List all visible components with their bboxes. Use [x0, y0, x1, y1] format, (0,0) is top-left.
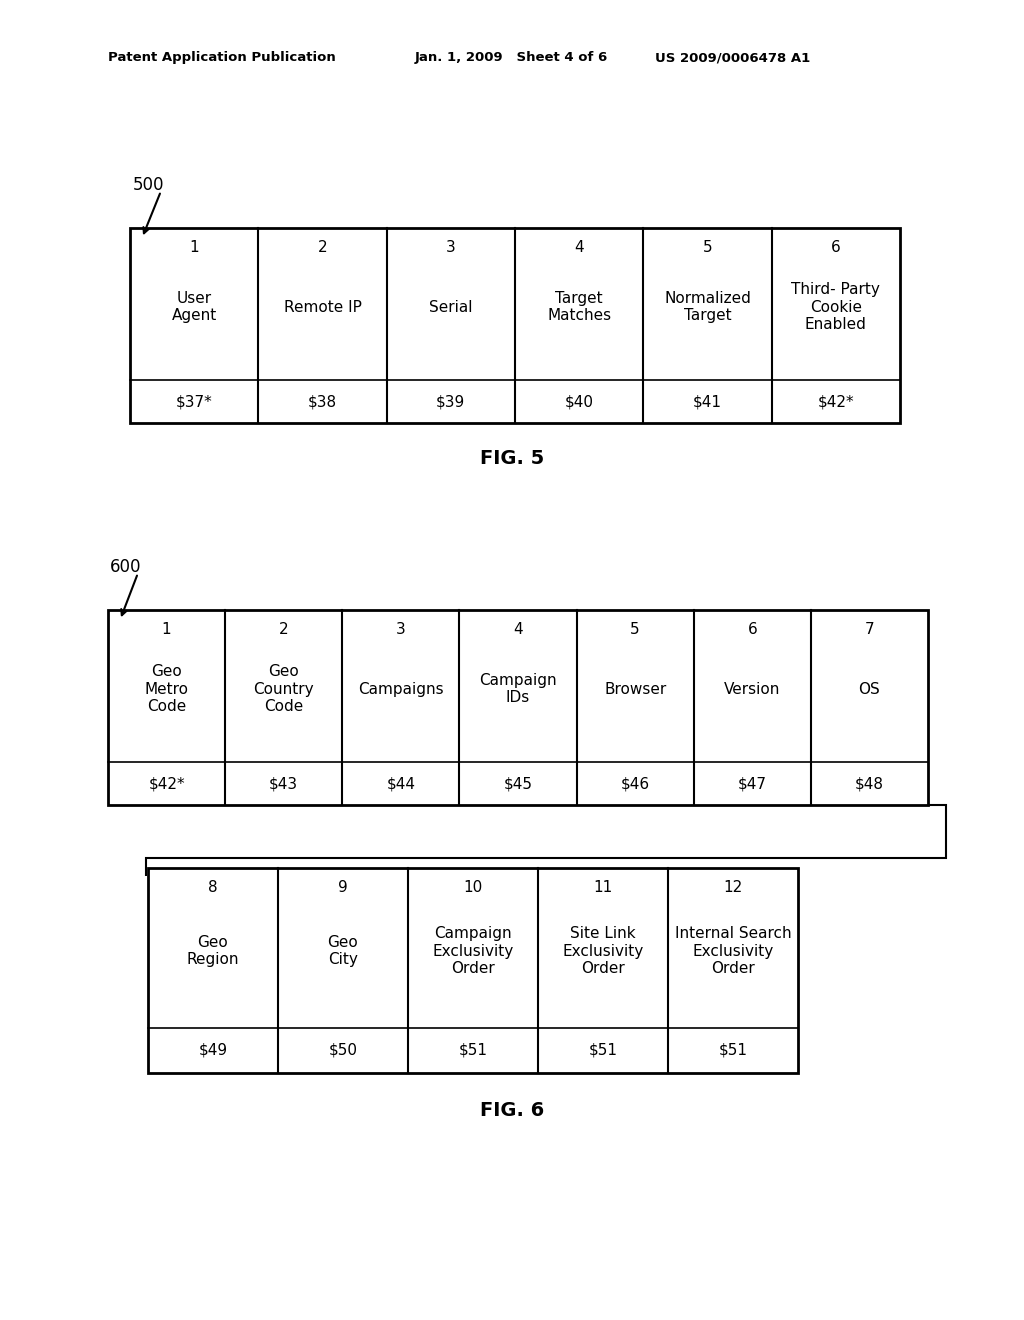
Text: US 2009/0006478 A1: US 2009/0006478 A1 — [655, 51, 810, 65]
Text: $44: $44 — [386, 776, 416, 791]
Text: 3: 3 — [396, 622, 406, 638]
Text: 7: 7 — [864, 622, 874, 638]
Text: $42*: $42* — [817, 395, 854, 409]
Bar — [148, 869, 798, 1073]
Text: 9: 9 — [338, 880, 348, 895]
Text: $41: $41 — [693, 395, 722, 409]
Text: $51: $51 — [589, 1043, 617, 1057]
Text: 12: 12 — [723, 880, 742, 895]
Text: Serial: Serial — [429, 300, 473, 314]
Text: Campaign
Exclusivity
Order: Campaign Exclusivity Order — [432, 927, 514, 975]
Text: OS: OS — [858, 681, 881, 697]
Text: Campaigns: Campaigns — [358, 681, 443, 697]
Text: Site Link
Exclusivity
Order: Site Link Exclusivity Order — [562, 927, 644, 975]
Text: $48: $48 — [855, 776, 884, 791]
Text: 5: 5 — [631, 622, 640, 638]
Text: $51: $51 — [459, 1043, 487, 1057]
Text: 5: 5 — [702, 240, 713, 255]
Text: $51: $51 — [719, 1043, 748, 1057]
Text: Version: Version — [724, 681, 780, 697]
Text: 4: 4 — [574, 240, 584, 255]
Text: Geo
Country
Code: Geo Country Code — [253, 664, 314, 714]
Text: FIG. 6: FIG. 6 — [480, 1101, 544, 1121]
Text: Geo
City: Geo City — [328, 935, 358, 968]
Text: $45: $45 — [504, 776, 532, 791]
Text: $39: $39 — [436, 395, 466, 409]
Text: $46: $46 — [621, 776, 649, 791]
Text: 1: 1 — [189, 240, 199, 255]
Bar — [108, 610, 928, 805]
Text: $47: $47 — [737, 776, 767, 791]
Text: 10: 10 — [464, 880, 482, 895]
Text: 2: 2 — [279, 622, 289, 638]
Text: User
Agent: User Agent — [172, 290, 217, 323]
Text: FIG. 5: FIG. 5 — [480, 449, 544, 467]
Text: 500: 500 — [133, 176, 165, 194]
Text: 8: 8 — [208, 880, 218, 895]
Text: Patent Application Publication: Patent Application Publication — [108, 51, 336, 65]
Text: 4: 4 — [513, 622, 523, 638]
Text: 11: 11 — [593, 880, 612, 895]
Text: $42*: $42* — [148, 776, 185, 791]
Text: $37*: $37* — [176, 395, 213, 409]
Text: $40: $40 — [564, 395, 594, 409]
Bar — [130, 228, 900, 422]
Text: Jan. 1, 2009   Sheet 4 of 6: Jan. 1, 2009 Sheet 4 of 6 — [415, 51, 608, 65]
Text: 600: 600 — [110, 558, 141, 576]
Text: Remote IP: Remote IP — [284, 300, 361, 314]
Text: Normalized
Target: Normalized Target — [664, 290, 751, 323]
Text: Third- Party
Cookie
Enabled: Third- Party Cookie Enabled — [792, 282, 881, 333]
Text: Campaign
IDs: Campaign IDs — [479, 673, 557, 705]
Text: $49: $49 — [199, 1043, 227, 1057]
Text: $38: $38 — [308, 395, 337, 409]
Text: $50: $50 — [329, 1043, 357, 1057]
Text: Target
Matches: Target Matches — [547, 290, 611, 323]
Text: $43: $43 — [269, 776, 298, 791]
Text: 2: 2 — [317, 240, 328, 255]
Text: 3: 3 — [446, 240, 456, 255]
Text: Browser: Browser — [604, 681, 667, 697]
Text: 6: 6 — [748, 622, 757, 638]
Text: Geo
Region: Geo Region — [186, 935, 240, 968]
Text: 1: 1 — [162, 622, 171, 638]
Text: Internal Search
Exclusivity
Order: Internal Search Exclusivity Order — [675, 927, 792, 975]
Text: 6: 6 — [830, 240, 841, 255]
Text: Geo
Metro
Code: Geo Metro Code — [144, 664, 188, 714]
